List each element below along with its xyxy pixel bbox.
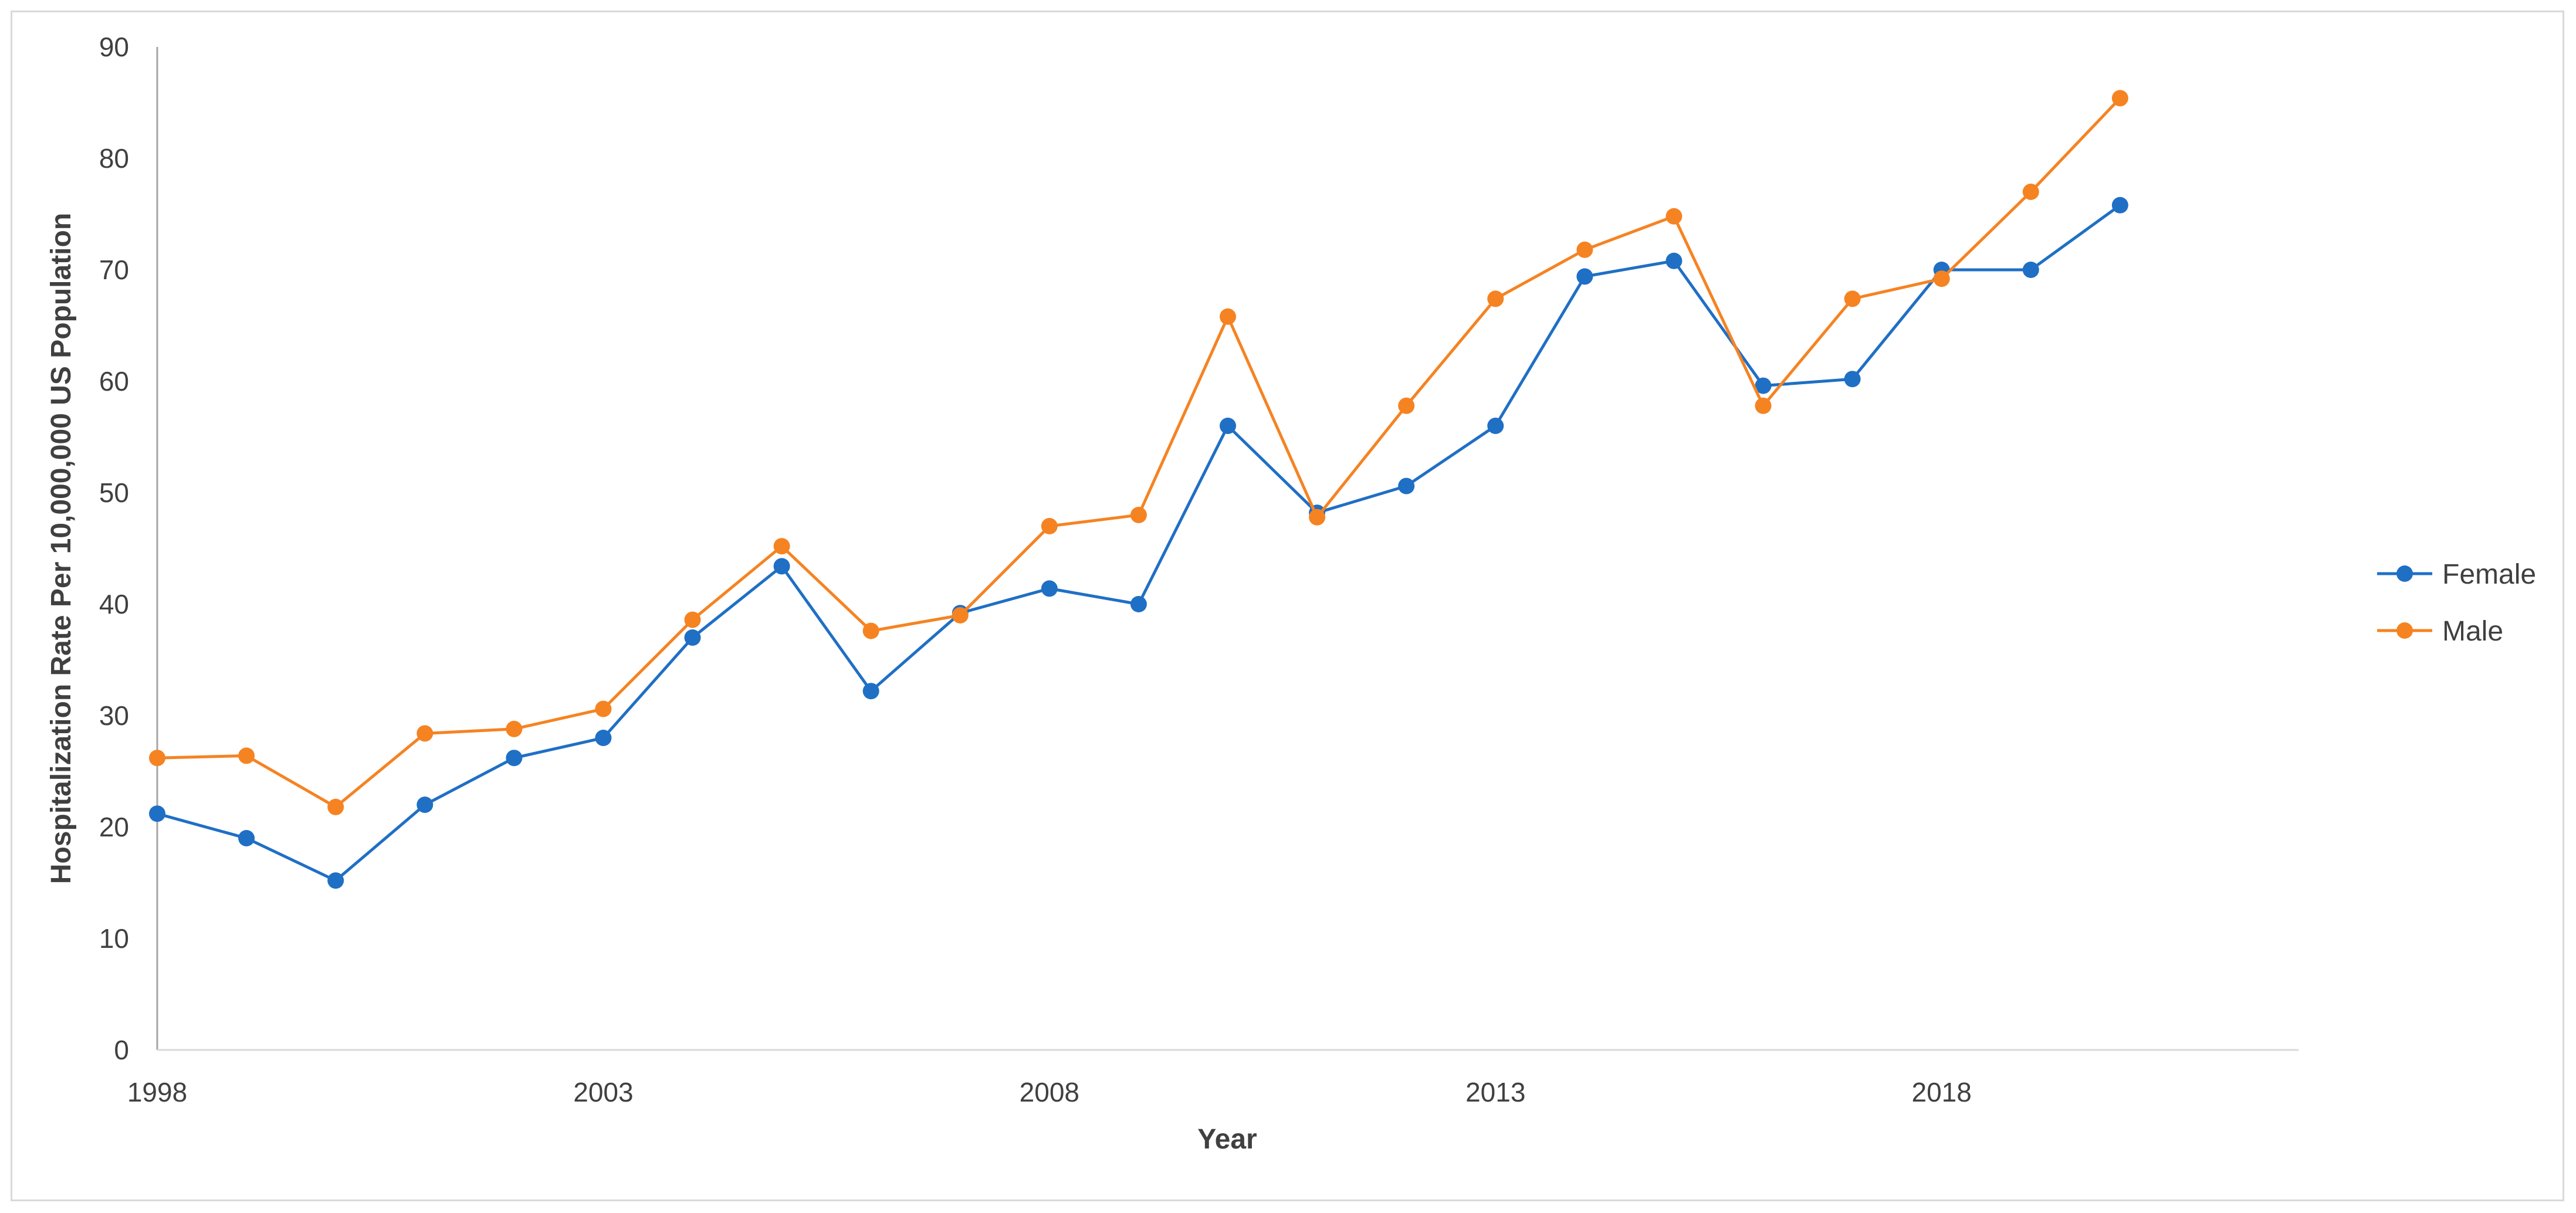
data-point-male [595, 700, 612, 717]
data-point-female [1220, 418, 1236, 434]
data-point-male [862, 622, 879, 639]
series-layer [149, 90, 2128, 889]
y-tick-label: 10 [99, 923, 129, 954]
legend: Female Male [2377, 559, 2536, 647]
data-point-male [417, 725, 434, 742]
data-point-female [1844, 371, 1861, 388]
legend-marker [2396, 565, 2413, 582]
data-point-male [1309, 509, 1326, 526]
data-point-male [1666, 208, 1683, 225]
legend-label: Male [2442, 616, 2503, 647]
data-point-female [1130, 596, 1147, 612]
data-point-female [1666, 252, 1683, 269]
data-point-male [1130, 507, 1147, 523]
data-point-male [2022, 184, 2039, 200]
y-tick-label: 80 [99, 143, 129, 174]
data-point-female [1755, 377, 1772, 394]
y-tick-label: 70 [99, 255, 129, 285]
data-point-male [327, 798, 344, 815]
y-tick-labels: 0 10 20 30 40 50 60 70 80 90 [99, 32, 129, 1065]
data-point-female [684, 629, 701, 646]
series-line-female [157, 204, 2121, 882]
y-tick-label: 90 [99, 32, 129, 62]
data-point-female [773, 558, 790, 575]
y-tick-label: 60 [99, 366, 129, 397]
x-axis-title: Year [1197, 1124, 1257, 1155]
y-tick-label: 50 [99, 477, 129, 508]
data-point-female [595, 730, 612, 746]
data-point-male [2111, 90, 2128, 107]
x-tick-label: 2013 [1465, 1077, 1525, 1107]
data-point-male [1576, 241, 1593, 258]
data-point-male [684, 611, 701, 628]
data-point-female [149, 805, 165, 822]
y-tick-label: 40 [99, 589, 129, 619]
data-point-male [1220, 308, 1236, 325]
x-tick-label: 1998 [127, 1077, 187, 1107]
y-tick-label: 0 [114, 1035, 129, 1065]
data-point-female [1576, 268, 1593, 285]
data-point-female [238, 830, 255, 846]
x-tick-label: 2018 [1911, 1077, 1971, 1107]
data-point-male [1398, 397, 1415, 414]
y-tick-label: 20 [99, 812, 129, 842]
y-axis-title: Hospitalization Rate Per 10,000,000 US P… [46, 213, 77, 884]
data-point-male [506, 720, 523, 737]
data-point-female [1041, 580, 1058, 597]
data-point-male [149, 750, 165, 767]
data-point-male [238, 747, 255, 764]
data-point-female [2022, 262, 2039, 278]
data-point-female [1487, 418, 1504, 434]
series-line-male [157, 97, 2121, 809]
legend-item-female: Female [2377, 559, 2536, 590]
y-tick-label: 30 [99, 700, 129, 731]
legend-marker [2396, 622, 2413, 639]
data-point-female [417, 797, 434, 813]
data-point-female [327, 872, 344, 889]
legend-item-male: Male [2377, 616, 2503, 647]
data-point-male [952, 607, 969, 624]
data-point-female [1398, 477, 1415, 494]
series-male [149, 90, 2128, 815]
x-tick-label: 2003 [573, 1077, 633, 1107]
data-point-male [1755, 397, 1772, 414]
chart-frame [11, 11, 2564, 1201]
data-point-female [2111, 196, 2128, 214]
data-point-male [1487, 290, 1504, 307]
x-tick-label: 2008 [1020, 1077, 1079, 1107]
data-point-female [862, 683, 879, 700]
series-female [149, 196, 2128, 889]
data-point-male [773, 538, 790, 555]
x-tick-labels: 1998 2003 2008 2013 2018 [127, 1077, 1972, 1107]
data-point-male [1933, 270, 1950, 287]
data-point-female [506, 750, 523, 767]
axes [156, 47, 2299, 1051]
data-point-male [1041, 518, 1058, 534]
legend-label: Female [2442, 559, 2536, 590]
data-point-male [1844, 290, 1861, 307]
